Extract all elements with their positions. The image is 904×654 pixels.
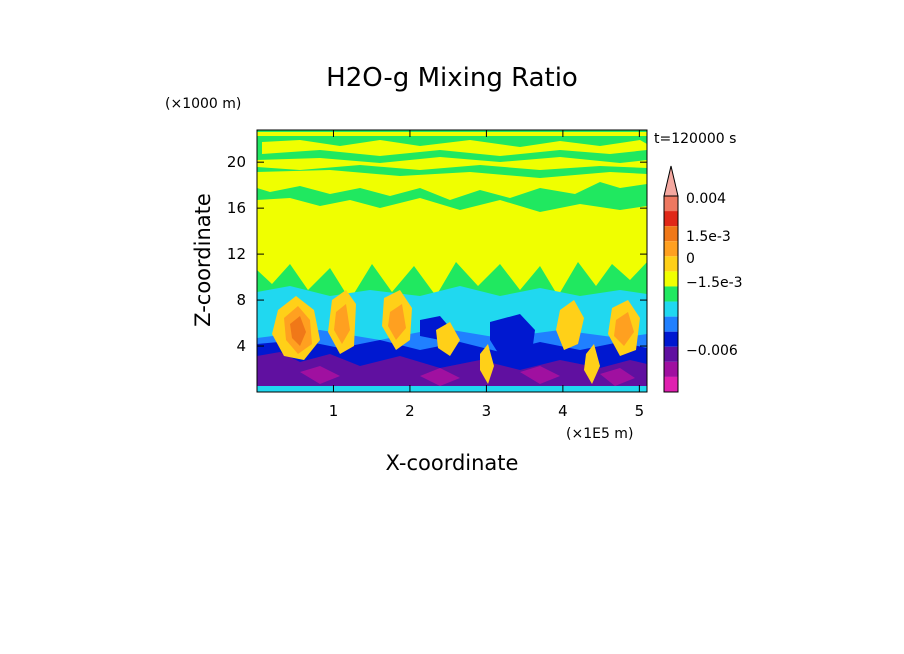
plot-frame bbox=[256, 129, 648, 393]
x-tick-label: 5 bbox=[635, 402, 645, 420]
x-unit-label: (×1E5 m) bbox=[566, 426, 633, 442]
colorbar-label: 0.004 bbox=[686, 191, 726, 207]
y-unit-label: (×1000 m) bbox=[165, 96, 241, 112]
colorbar-swatch bbox=[664, 346, 678, 362]
y-tick-label: 16 bbox=[227, 199, 246, 217]
colorbar-swatch bbox=[664, 286, 678, 302]
y-tick-label: 8 bbox=[236, 291, 246, 309]
y-axis-title: Z-coordinate bbox=[191, 193, 215, 327]
y-tick-label: 12 bbox=[227, 245, 246, 263]
x-tick-label: 3 bbox=[482, 402, 492, 420]
colorbar-label: 1.5e-3 bbox=[686, 229, 731, 245]
x-tick-label: 2 bbox=[405, 402, 415, 420]
colorbar-frame bbox=[663, 195, 679, 393]
colorbar-swatch bbox=[664, 196, 678, 212]
colorbar-arrow bbox=[663, 165, 679, 197]
colorbar-swatch bbox=[664, 376, 678, 392]
colorbar-swatch bbox=[664, 211, 678, 227]
x-axis: 1 2 3 4 5 bbox=[329, 130, 644, 420]
contour-field bbox=[257, 130, 647, 392]
x-tick-label: 1 bbox=[329, 402, 339, 420]
colorbar: 0.004 1.5e-3 0 −1.5e-3 −0.006 bbox=[663, 165, 743, 393]
colorbar-swatch bbox=[664, 361, 678, 377]
colorbar-label: −1.5e-3 bbox=[686, 275, 743, 291]
chart-title: H2O-g Mixing Ratio bbox=[326, 63, 578, 93]
time-label: t=120000 s bbox=[654, 131, 736, 147]
colorbar-swatch bbox=[664, 331, 678, 347]
y-axis: 4 8 12 16 20 bbox=[227, 153, 647, 355]
colorbar-swatch bbox=[664, 301, 678, 317]
x-axis-title: X-coordinate bbox=[386, 451, 519, 475]
y-tick-label: 20 bbox=[227, 153, 246, 171]
y-tick-label: 4 bbox=[236, 337, 246, 355]
colorbar-swatch bbox=[664, 226, 678, 242]
colorbar-swatch bbox=[664, 316, 678, 332]
colorbar-swatch bbox=[664, 256, 678, 272]
colorbar-swatch bbox=[664, 241, 678, 257]
colorbar-label: 0 bbox=[686, 251, 695, 267]
colorbar-swatch bbox=[664, 271, 678, 287]
x-tick-label: 4 bbox=[558, 402, 568, 420]
colorbar-label: −0.006 bbox=[686, 343, 738, 359]
